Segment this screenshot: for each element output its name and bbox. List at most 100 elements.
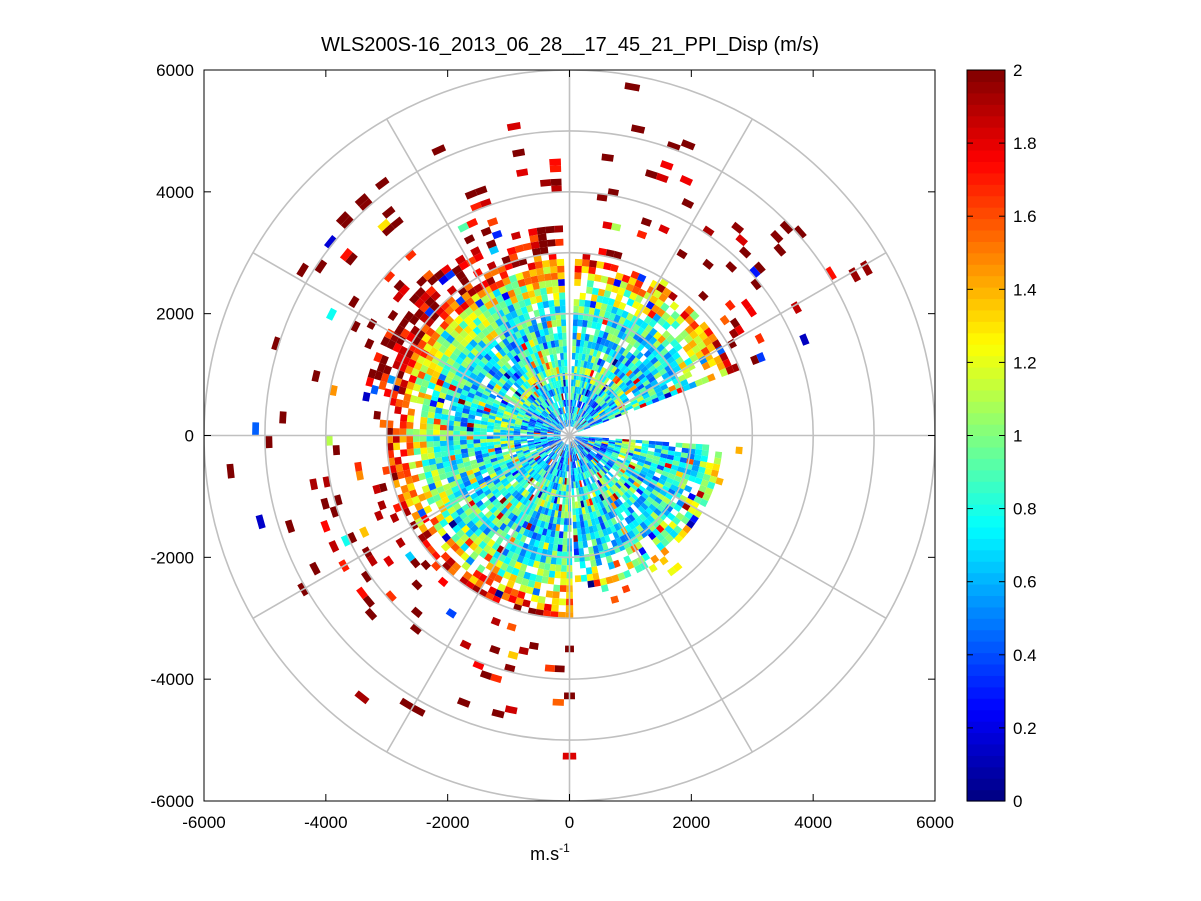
scan-cell: [554, 437, 561, 441]
scan-cell: [545, 448, 552, 454]
scan-cell: [606, 447, 614, 452]
scan-cell: [573, 447, 577, 454]
scan-cell: [473, 507, 482, 516]
scan-cell: [498, 340, 506, 349]
scan-cell: [539, 287, 548, 296]
scan-cell: [482, 344, 491, 354]
scan-cell: [577, 380, 581, 388]
scan-cell: [480, 439, 487, 443]
scan-cell: [591, 467, 597, 475]
scan-cell: [601, 514, 608, 523]
scan-cell: [643, 291, 653, 301]
scan-cell: [534, 511, 541, 520]
scan-cell: [661, 339, 670, 348]
scan-cell: [433, 269, 445, 281]
scan-cell: [454, 315, 464, 325]
scan-cell: [558, 598, 567, 606]
scan-cell: [571, 413, 573, 420]
scan-cell: [583, 424, 590, 429]
colorbar-band: [967, 115, 1005, 128]
scan-cell: [739, 246, 752, 259]
scan-cell: [547, 383, 552, 391]
scan-cell: [617, 505, 624, 514]
colorbar-band: [967, 81, 1005, 94]
scan-cell: [581, 439, 588, 443]
scan-cell: [515, 272, 524, 281]
scan-cell: [588, 266, 597, 275]
scan-cell: [528, 227, 538, 237]
scan-cell: [397, 386, 407, 395]
scan-cell: [486, 435, 494, 439]
scan-cell: [564, 511, 568, 519]
scan-cell: [398, 284, 410, 296]
scan-cell: [579, 443, 585, 448]
scan-cell: [498, 285, 508, 295]
scan-cell: [505, 502, 513, 510]
scan-cell: [453, 430, 460, 436]
scan-cell: [499, 270, 509, 280]
scan-cell: [601, 416, 609, 422]
scan-cell: [522, 382, 529, 390]
colorbar-bands: [967, 70, 1005, 802]
scan-cell: [553, 333, 559, 341]
scan-cell: [516, 415, 524, 420]
scan-cell: [394, 324, 405, 336]
scan-cell: [532, 282, 540, 290]
scan-cell: [572, 346, 577, 353]
scan-cell: [491, 488, 500, 496]
colorbar-tick-label: 0.8: [1013, 500, 1037, 519]
scan-cell: [654, 516, 664, 525]
scan-cell: [536, 419, 544, 424]
scan-cell: [661, 372, 670, 380]
scan-cell: [387, 309, 399, 321]
scan-cell: [573, 393, 577, 400]
scan-cell: [659, 556, 669, 566]
scan-cell: [535, 421, 543, 425]
scan-cell: [668, 520, 678, 530]
scan-cell: [611, 465, 619, 472]
scan-cell: [753, 261, 766, 274]
scan-cell: [582, 403, 587, 410]
scan-cell: [589, 532, 596, 540]
scan-cell: [296, 262, 309, 278]
scan-cell: [523, 571, 531, 580]
scan-cell: [581, 402, 586, 410]
scan-cell: [676, 499, 685, 508]
colorbar-band: [967, 755, 1005, 768]
scan-cell: [562, 457, 566, 465]
scan-cell: [416, 355, 426, 365]
scan-cell: [640, 217, 652, 227]
scan-cell: [461, 347, 471, 356]
scan-cell: [578, 507, 583, 515]
scan-cell: [455, 458, 464, 465]
scan-cell: [594, 531, 600, 539]
scan-cell: [678, 529, 688, 539]
scan-cell: [603, 465, 611, 472]
scan-cell: [487, 217, 499, 227]
scan-cell: [499, 522, 507, 531]
scan-cell: [455, 334, 465, 344]
scan-cell: [665, 477, 674, 485]
scan-cell: [574, 422, 580, 429]
scan-cell: [513, 437, 521, 441]
scan-cell: [527, 530, 534, 539]
scan-cell: [548, 426, 555, 430]
scan-cell: [547, 429, 555, 433]
scan-cell: [595, 350, 602, 359]
scan-cell: [600, 303, 608, 311]
scan-cell: [405, 332, 416, 343]
scan-cell: [666, 315, 676, 326]
scan-cell: [464, 537, 474, 547]
scan-cell: [547, 436, 554, 439]
scan-cell: [562, 538, 568, 546]
y-tick-label: -4000: [151, 670, 194, 689]
scan-cell: [611, 453, 619, 459]
scan-cell: [639, 529, 648, 539]
scan-cell: [570, 441, 573, 448]
colorbar-band: [967, 378, 1005, 391]
scan-cell: [422, 465, 431, 473]
scan-cell: [545, 590, 554, 598]
scan-cell: [520, 429, 528, 432]
scan-cell: [501, 592, 511, 602]
scan-cell: [561, 366, 565, 374]
